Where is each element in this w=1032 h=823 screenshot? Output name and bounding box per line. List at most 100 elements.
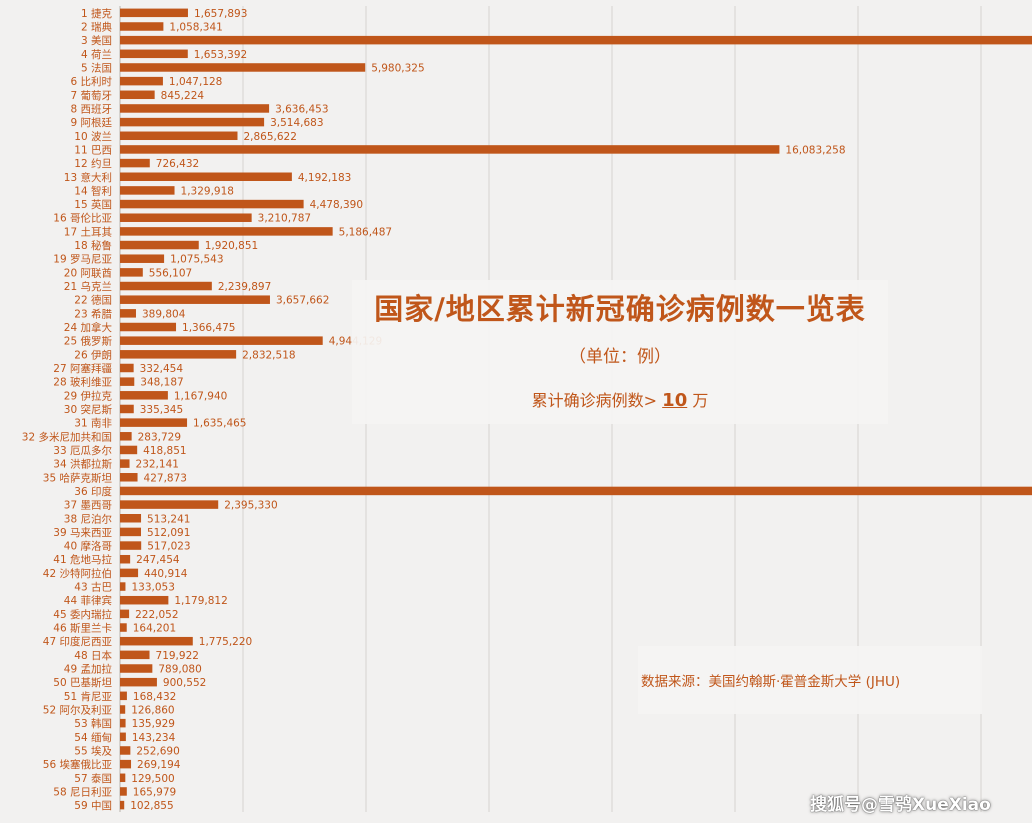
category-label: 21 乌克兰: [64, 280, 112, 293]
bar: [120, 514, 142, 523]
value-label: 16,083,258: [785, 144, 845, 156]
value-label: 247,454: [136, 554, 180, 566]
category-label: 53 韩国: [74, 717, 112, 730]
category-label: 14 智利: [74, 184, 112, 197]
bar: [120, 787, 127, 796]
category-label: 25 俄罗斯: [64, 335, 113, 348]
value-label: 5,186,487: [339, 226, 392, 238]
value-label: 283,729: [138, 431, 181, 443]
value-label: 845,224: [161, 90, 205, 102]
value-label: 1,075,543: [170, 254, 223, 266]
value-label: 1,920,851: [205, 240, 258, 252]
category-label: 9 阿根廷: [70, 116, 112, 129]
value-label: 2,239,897: [218, 281, 271, 293]
bar: [120, 527, 141, 537]
category-label: 28 玻利维亚: [53, 376, 112, 389]
bar: [120, 732, 126, 742]
value-label: 164,201: [133, 623, 176, 635]
value-label: 1,047,128: [169, 76, 222, 88]
category-label: 30 突尼斯: [64, 403, 113, 416]
category-label: 33 厄瓜多尔: [53, 444, 112, 457]
bar: [120, 623, 127, 632]
category-label: 59 中国: [74, 799, 112, 812]
value-label: 440,914: [144, 568, 188, 580]
value-label: 1,167,940: [174, 390, 227, 402]
value-label: 269,194: [137, 759, 181, 771]
bar: [120, 609, 130, 619]
bar: [120, 213, 252, 222]
bar: [120, 418, 188, 427]
value-label: 133,053: [131, 582, 174, 594]
bar: [120, 322, 177, 332]
category-label: 41 危地马拉: [53, 553, 112, 566]
source-note: 数据来源：美国约翰斯·霍普金斯大学 (JHU): [641, 674, 901, 690]
value-label: 126,860: [131, 704, 174, 716]
value-label: 129,500: [131, 773, 174, 785]
bar: [120, 445, 138, 455]
value-label: 102,855: [130, 800, 173, 812]
value-label: 232,141: [136, 459, 179, 471]
value-label: 5,980,325: [371, 62, 424, 74]
unit-note: （单位：例）: [569, 347, 671, 367]
value-label: 252,690: [136, 745, 179, 757]
threshold-suffix: 万: [687, 391, 709, 410]
bar: [120, 759, 132, 769]
value-label: 3,210,787: [258, 213, 311, 225]
bar: [120, 22, 164, 31]
category-label: 13 意大利: [64, 171, 112, 184]
category-label: 29 伊拉克: [64, 389, 113, 402]
bar: [120, 350, 237, 359]
category-label: 48 日本: [74, 649, 112, 662]
threshold-note: 累计确诊病例数> 10 万: [352, 387, 888, 411]
bar: [120, 582, 126, 591]
value-label: 512,091: [147, 527, 190, 539]
category-label: 49 孟加拉: [64, 663, 113, 676]
category-label: 18 秘鲁: [74, 239, 112, 252]
bar: [120, 650, 150, 660]
bar: [120, 404, 134, 414]
category-label: 50 巴基斯坦: [53, 676, 112, 689]
bar: [120, 568, 139, 578]
bar: [120, 172, 292, 181]
bar: [120, 76, 163, 86]
bar: [120, 63, 366, 72]
category-label: 7 葡萄牙: [70, 89, 112, 102]
value-label: 1,366,475: [182, 322, 235, 334]
value-label: 3,657,662: [276, 295, 329, 307]
bar: [120, 186, 175, 195]
value-label: 332,454: [140, 363, 184, 375]
category-label: 8 西班牙: [70, 103, 112, 115]
category-label: 3 美国: [81, 34, 112, 47]
bar: [120, 158, 150, 168]
value-label: 2,865,622: [243, 131, 296, 143]
threshold-value: 10: [662, 390, 688, 411]
value-label: 517,023: [147, 541, 190, 553]
bar: [120, 773, 126, 783]
bar: [120, 473, 138, 482]
bar: [120, 486, 1032, 496]
category-label: 17 土耳其: [64, 225, 112, 238]
value-label: 1,179,812: [174, 595, 227, 607]
value-label: 2,832,518: [242, 349, 295, 361]
bar: [120, 691, 127, 701]
bar: [120, 309, 136, 318]
category-label: 26 伊朗: [74, 349, 112, 361]
category-label: 11 巴西: [74, 144, 112, 156]
category-label: 37 墨西哥: [64, 500, 112, 512]
value-label: 427,873: [144, 472, 187, 484]
category-label: 5 法国: [81, 61, 112, 74]
value-label: 143,234: [132, 732, 176, 744]
category-label: 44 菲律宾: [64, 594, 112, 607]
category-label: 56 埃塞俄比亚: [43, 758, 113, 771]
value-label: 3,514,683: [270, 117, 323, 129]
category-label: 16 哥伦比亚: [53, 212, 112, 225]
bar: [120, 718, 126, 728]
value-label: 4,192,183: [298, 172, 351, 184]
category-label: 22 德国: [74, 294, 112, 307]
category-label: 42 沙特阿拉伯: [43, 567, 112, 580]
category-label: 54 缅甸: [74, 731, 112, 744]
threshold-prefix: 累计确诊病例数>: [531, 391, 663, 410]
bar: [120, 705, 126, 714]
bar: [120, 500, 219, 509]
